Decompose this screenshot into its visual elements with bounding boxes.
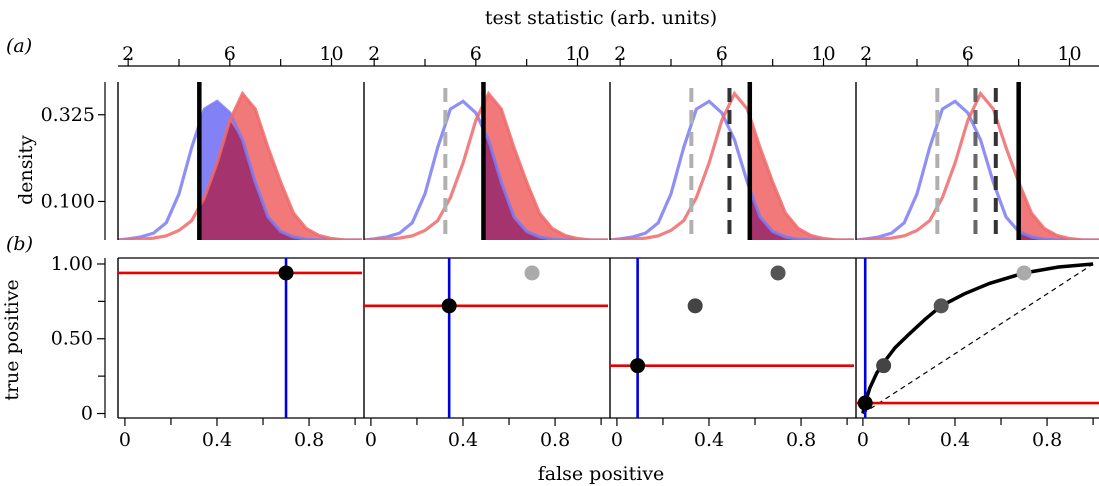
positive-shaded-area [483, 93, 608, 240]
bottom-tick-label: 0.8 [1032, 429, 1062, 451]
roc-y-tick-label: 0.50 [51, 328, 93, 350]
negative-density-line [118, 99, 362, 240]
top-tick-label: 2 [614, 43, 626, 65]
positive-shaded-area [1018, 182, 1099, 240]
current-roc-point [857, 395, 873, 411]
top-tick-label: 6 [224, 43, 236, 65]
overlap-shaded-area [199, 120, 362, 240]
overlap-shaded-area [1018, 231, 1099, 240]
top-tick-label: 10 [319, 43, 343, 65]
previous-roc-point [770, 265, 786, 281]
bottom-tick-label: 0 [119, 429, 131, 451]
panel-b-label: (b) [6, 233, 33, 255]
bottom-tick-label: 0 [365, 429, 377, 451]
roc-y-tick-label: 1.00 [51, 253, 93, 275]
plot-layer: 2 6 10 2 6 10 2 6 10 2 6 10 0.100 0.325 0 0.4 0.8 0 0.4 0.8… [41, 43, 1099, 451]
density-y-tick-label: 0.100 [41, 190, 95, 212]
positive-density-line [118, 90, 362, 240]
top-tick-label: 2 [368, 43, 380, 65]
bottom-tick-label: 0.4 [202, 429, 232, 451]
density-facet-plot-3 [610, 82, 854, 240]
top-tick-label: 10 [565, 43, 589, 65]
previous-roc-point [1016, 265, 1032, 281]
negative-density-line [610, 99, 854, 240]
roc-facet-3: 0 0.4 0.8 [609, 258, 854, 451]
bottom-tick-label: 0 [611, 429, 623, 451]
density-facet-plot-4 [856, 82, 1099, 240]
bottom-tick-label: 0 [857, 429, 869, 451]
bottom-tick-label: 0.8 [786, 429, 816, 451]
positive-shaded-area [749, 116, 854, 240]
top-tick-label: 6 [470, 43, 482, 65]
roc-y-axis-title: true positive [1, 279, 23, 400]
top-axis-title: test statistic (arb. units) [485, 7, 717, 29]
density-facet-2: 2 6 10 [363, 43, 608, 240]
positive-density-line [856, 90, 1099, 240]
current-roc-point [278, 265, 294, 281]
density-y-tick-label: 0.325 [41, 104, 95, 126]
roc-facet-1: 0 0.4 0.8 [117, 258, 362, 451]
positive-density-line [610, 90, 854, 240]
top-tick-label: 10 [811, 43, 835, 65]
bottom-tick-label: 0.8 [540, 429, 570, 451]
top-tick-label: 2 [122, 43, 134, 65]
current-roc-point [630, 358, 646, 374]
density-facet-4: 2 6 10 [855, 43, 1099, 240]
panel-a-label: (a) [6, 35, 32, 57]
top-tick-label: 6 [716, 43, 728, 65]
density-y-axis-title: density [15, 135, 37, 205]
previous-roc-point [876, 358, 892, 374]
bottom-tick-label: 0.4 [940, 429, 970, 451]
overlap-shaded-area [749, 189, 854, 240]
density-facet-plot-1 [118, 82, 362, 240]
current-roc-point [441, 298, 457, 314]
negative-density-line [856, 99, 1099, 240]
top-tick-label: 2 [860, 43, 872, 65]
bottom-tick-label: 0.4 [448, 429, 478, 451]
top-tick-label: 10 [1057, 43, 1081, 65]
overlap-shaded-area [483, 132, 608, 240]
previous-roc-point [687, 298, 703, 314]
roc-facet-4: 0 0.4 0.8 [855, 258, 1099, 451]
density-facet-1: 2 6 10 [117, 43, 362, 240]
density-facet-plot-2 [364, 82, 608, 240]
density-facet-3: 2 6 10 [609, 43, 854, 240]
previous-roc-point [933, 298, 949, 314]
bottom-axis-title: false positive [538, 463, 665, 485]
previous-roc-point [524, 265, 540, 281]
roc-y-tick-label: 0 [81, 403, 93, 425]
top-tick-label: 6 [962, 43, 974, 65]
chance-diagonal-line [862, 263, 1094, 415]
bottom-tick-label: 0.4 [694, 429, 724, 451]
roc-facet-2: 0 0.4 0.8 [363, 258, 608, 451]
bottom-tick-label: 0.8 [294, 429, 324, 451]
